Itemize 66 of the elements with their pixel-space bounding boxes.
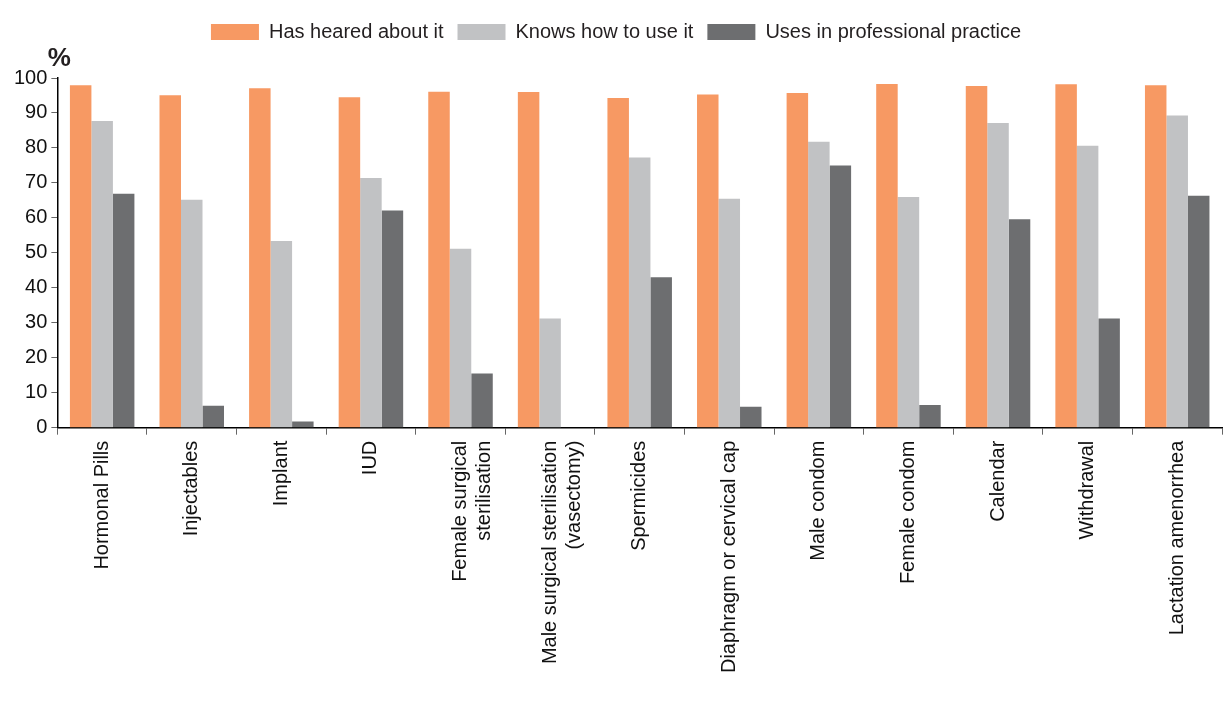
x-tick-label: Female surgical sterilisation [448,440,495,582]
bar [338,97,361,428]
bar [91,121,113,428]
x-tick-label: Female condom [895,440,918,585]
legend-label: Has heared about it [268,19,444,42]
y-tick-label: 30 [25,310,48,333]
bar [740,406,762,428]
bar [607,97,629,428]
bar [1055,84,1077,428]
bar [897,196,920,428]
bar [1166,115,1188,428]
y-axis-title: % [47,42,71,72]
bar [428,91,450,428]
bar [987,123,1009,428]
bar [249,88,271,428]
legend-label: Knows how to use it [515,19,694,42]
x-tick-label: Diaphragm or cervical cap [716,440,739,674]
bar [381,210,404,428]
bar [360,178,382,428]
bar [270,240,293,428]
bar [876,83,898,428]
bar [517,91,540,428]
x-tick-label: Withdrawal [1075,440,1098,540]
x-tick-label: Calendar [985,440,1008,522]
bar [1008,219,1031,428]
bar [718,198,741,428]
x-tick-label: Hormonal Pills [89,440,112,570]
y-tick-label: 100 [13,65,48,88]
bar [808,141,830,428]
y-tick-label: 60 [25,205,48,228]
y-tick-label: 20 [25,345,48,368]
x-tick-label: Spermicides [627,440,650,551]
bar [159,95,181,428]
bar [628,157,651,428]
y-tick-label: 70 [25,170,48,193]
bar [69,85,92,428]
x-tick-label: Injectables [179,440,202,537]
y-tick-label: 80 [25,135,48,158]
y-tick-label: 0 [36,415,48,438]
x-tick-label: Implant [268,440,291,507]
y-tick-label: 90 [25,100,48,123]
bar [1144,85,1167,428]
bar [181,199,203,428]
bar [919,404,941,428]
bar [1187,195,1210,428]
bar [202,405,224,428]
bar [1098,318,1120,428]
bar [292,421,314,428]
y-tick-label: 50 [25,240,48,263]
y-tick-label: 40 [25,275,48,298]
bar [1076,145,1099,428]
legend-label: Uses in professional practice [765,19,1022,42]
bar [697,94,719,428]
bar [471,373,493,428]
bar [829,165,852,428]
bar [449,248,472,428]
bar [650,277,672,428]
x-tick-label: IUD [358,440,381,476]
x-tick-label: Male condom [806,440,829,561]
x-tick-label: Male surgical sterilisation (vasectomy) [537,440,584,665]
bar [786,93,809,428]
bar [112,193,135,428]
x-tick-label: Lactation amenorrhea [1164,439,1187,636]
y-tick-label: 10 [25,380,48,403]
bar [539,318,561,428]
bar [965,86,988,428]
